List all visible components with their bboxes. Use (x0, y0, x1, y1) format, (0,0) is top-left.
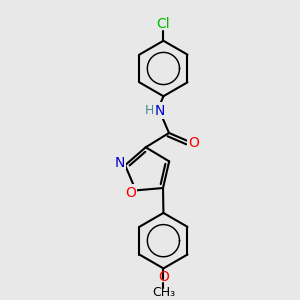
Text: O: O (189, 136, 200, 150)
Text: N: N (155, 103, 165, 118)
Text: N: N (115, 156, 125, 170)
Text: Cl: Cl (157, 17, 170, 31)
Text: O: O (158, 270, 169, 284)
Text: H: H (145, 104, 154, 117)
Text: O: O (125, 186, 136, 200)
Text: CH₃: CH₃ (152, 286, 175, 298)
